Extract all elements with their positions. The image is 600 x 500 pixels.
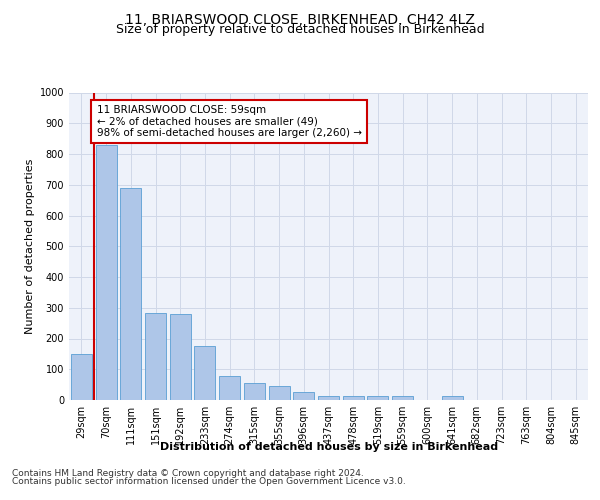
Bar bbox=[244, 383, 265, 400]
Bar bbox=[170, 314, 191, 400]
Bar bbox=[145, 313, 166, 400]
Text: 11 BRIARSWOOD CLOSE: 59sqm
← 2% of detached houses are smaller (49)
98% of semi-: 11 BRIARSWOOD CLOSE: 59sqm ← 2% of detac… bbox=[97, 105, 362, 138]
Bar bbox=[269, 386, 290, 400]
Bar bbox=[318, 396, 339, 400]
Bar bbox=[219, 376, 240, 400]
Bar bbox=[95, 145, 116, 400]
Bar bbox=[367, 396, 388, 400]
Bar bbox=[442, 396, 463, 400]
Bar bbox=[293, 392, 314, 400]
Y-axis label: Number of detached properties: Number of detached properties bbox=[25, 158, 35, 334]
Text: Contains public sector information licensed under the Open Government Licence v3: Contains public sector information licen… bbox=[12, 477, 406, 486]
Text: Distribution of detached houses by size in Birkenhead: Distribution of detached houses by size … bbox=[160, 442, 498, 452]
Bar bbox=[71, 354, 92, 400]
Bar bbox=[392, 396, 413, 400]
Text: Contains HM Land Registry data © Crown copyright and database right 2024.: Contains HM Land Registry data © Crown c… bbox=[12, 468, 364, 477]
Bar bbox=[120, 188, 141, 400]
Bar bbox=[194, 346, 215, 400]
Bar bbox=[343, 396, 364, 400]
Text: 11, BRIARSWOOD CLOSE, BIRKENHEAD, CH42 4LZ: 11, BRIARSWOOD CLOSE, BIRKENHEAD, CH42 4… bbox=[125, 12, 475, 26]
Text: Size of property relative to detached houses in Birkenhead: Size of property relative to detached ho… bbox=[116, 22, 484, 36]
